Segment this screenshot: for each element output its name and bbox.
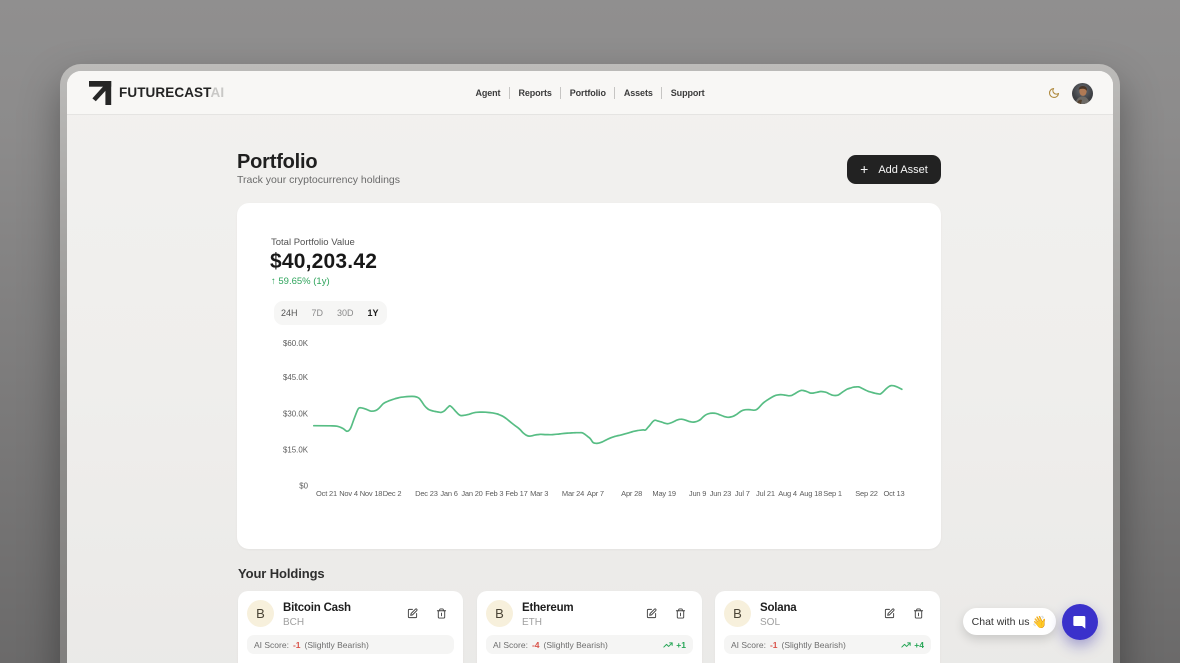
svg-text:Nov 4: Nov 4 <box>339 489 358 498</box>
svg-text:$30.0K: $30.0K <box>283 409 309 418</box>
svg-text:Mar 24: Mar 24 <box>562 489 584 498</box>
svg-text:$60.0K: $60.0K <box>283 339 309 348</box>
svg-text:$45.0K: $45.0K <box>283 373 309 382</box>
svg-text:Feb 17: Feb 17 <box>505 489 527 498</box>
svg-text:Aug 18: Aug 18 <box>800 489 823 498</box>
svg-text:Sep 22: Sep 22 <box>855 489 878 498</box>
svg-text:Oct 21: Oct 21 <box>316 489 337 498</box>
svg-text:Sep 1: Sep 1 <box>823 489 842 498</box>
svg-text:Dec 2: Dec 2 <box>383 489 402 498</box>
svg-text:May 19: May 19 <box>652 489 675 498</box>
svg-text:Oct 13: Oct 13 <box>884 489 905 498</box>
svg-text:Aug 4: Aug 4 <box>778 489 797 498</box>
svg-text:Feb 3: Feb 3 <box>485 489 503 498</box>
svg-text:Jan 6: Jan 6 <box>440 489 457 498</box>
svg-text:Jun 23: Jun 23 <box>710 489 731 498</box>
svg-text:Jul 7: Jul 7 <box>735 489 750 498</box>
svg-text:$0: $0 <box>299 482 308 491</box>
svg-text:Jun 9: Jun 9 <box>689 489 706 498</box>
svg-text:Nov 18: Nov 18 <box>360 489 383 498</box>
svg-text:Dec 23: Dec 23 <box>415 489 438 498</box>
svg-text:Jul 21: Jul 21 <box>756 489 775 498</box>
svg-text:Apr 28: Apr 28 <box>621 489 642 498</box>
svg-text:$15.0K: $15.0K <box>283 445 309 454</box>
svg-text:Mar 3: Mar 3 <box>530 489 548 498</box>
svg-text:Jan 20: Jan 20 <box>461 489 482 498</box>
svg-text:Apr 7: Apr 7 <box>587 489 604 498</box>
